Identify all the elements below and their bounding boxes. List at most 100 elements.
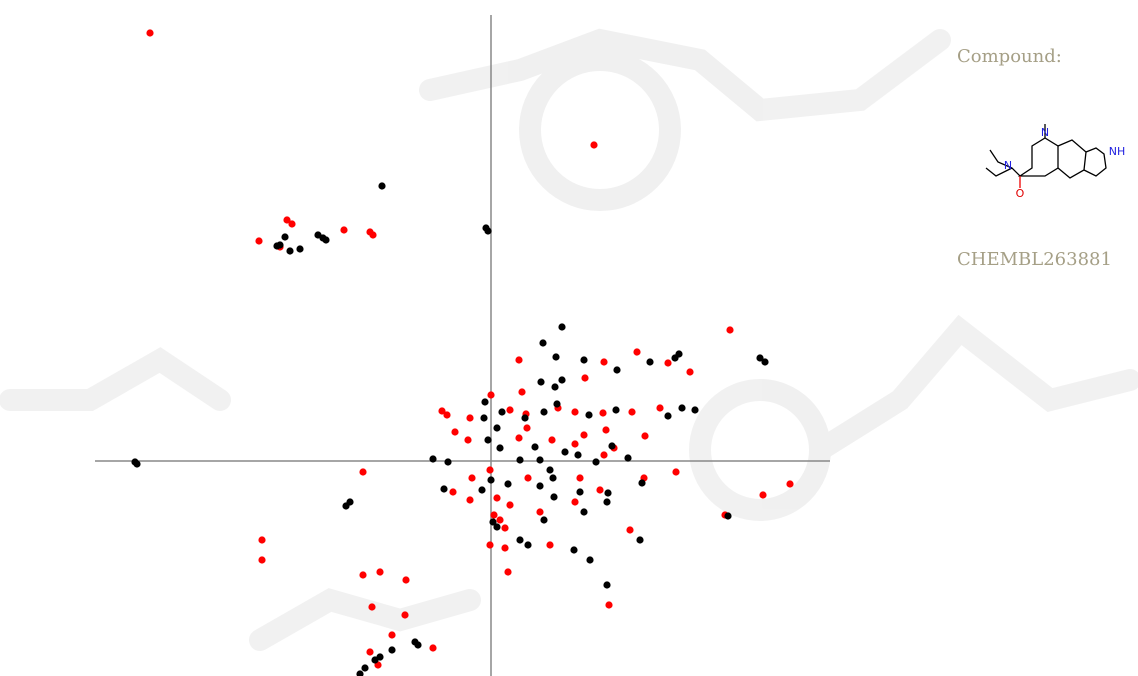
point (487, 476, 494, 483)
point (466, 496, 473, 503)
bond (1058, 140, 1086, 178)
point (449, 488, 456, 495)
point (638, 479, 645, 486)
point (376, 568, 383, 575)
point (724, 512, 731, 519)
point (493, 494, 500, 501)
point (501, 524, 508, 531)
point (600, 358, 607, 365)
point (590, 141, 597, 148)
point (484, 436, 491, 443)
point (553, 400, 560, 407)
bg-bond (820, 330, 1130, 450)
point (540, 408, 547, 415)
point (443, 411, 450, 418)
point (401, 611, 408, 618)
atom-label: N (1041, 126, 1049, 139)
point (759, 491, 766, 498)
point (440, 485, 447, 492)
point (571, 498, 578, 505)
atom-label: O (1016, 187, 1025, 200)
bg-bond (10, 360, 220, 400)
point (258, 536, 265, 543)
point (356, 670, 363, 676)
point (296, 245, 303, 252)
point (691, 406, 698, 413)
point (612, 406, 619, 413)
point (464, 436, 471, 443)
point (286, 247, 293, 254)
point (576, 474, 583, 481)
point (487, 391, 494, 398)
point (726, 326, 733, 333)
point (486, 466, 493, 473)
point (388, 631, 395, 638)
point (605, 601, 612, 608)
point (531, 443, 538, 450)
point (288, 220, 295, 227)
point (686, 368, 693, 375)
point (133, 460, 140, 467)
point (371, 656, 378, 663)
point (484, 227, 491, 234)
point (608, 442, 615, 449)
point (624, 454, 631, 461)
point (468, 474, 475, 481)
point (580, 508, 587, 515)
point (276, 241, 283, 248)
point (558, 323, 565, 330)
point (536, 482, 543, 489)
point (369, 231, 376, 238)
atom-label: N (1004, 159, 1012, 172)
chart: Compound: N N NH O CHEMBL263881 (0, 0, 1138, 676)
point (516, 536, 523, 543)
point (678, 404, 685, 411)
point (322, 236, 329, 243)
point (359, 571, 366, 578)
point (486, 541, 493, 548)
point (603, 581, 610, 588)
point (504, 568, 511, 575)
point (548, 436, 555, 443)
point (480, 414, 487, 421)
point (516, 456, 523, 463)
point (366, 648, 373, 655)
compound-id: CHEMBL263881 (957, 249, 1112, 270)
point (521, 414, 528, 421)
point (444, 458, 451, 465)
point (570, 546, 577, 553)
point (496, 516, 503, 523)
point (576, 488, 583, 495)
point (586, 556, 593, 563)
point (571, 440, 578, 447)
point (664, 412, 671, 419)
point (451, 428, 458, 435)
bond (1084, 148, 1106, 176)
point (493, 424, 500, 431)
point (561, 448, 568, 455)
point (581, 374, 588, 381)
compound-label: Compound: (957, 46, 1062, 67)
point (281, 233, 288, 240)
point (603, 498, 610, 505)
point (646, 358, 653, 365)
point (536, 508, 543, 515)
point (536, 456, 543, 463)
bond (1020, 138, 1058, 176)
point (414, 641, 421, 648)
point (592, 458, 599, 465)
point (551, 383, 558, 390)
point (537, 378, 544, 385)
point (361, 664, 368, 671)
point (571, 408, 578, 415)
point (478, 486, 485, 493)
point (504, 480, 511, 487)
point (672, 468, 679, 475)
point (146, 29, 153, 36)
point (636, 536, 643, 543)
point (552, 353, 559, 360)
point (596, 486, 603, 493)
point (496, 444, 503, 451)
bg-bond (260, 600, 470, 640)
point (675, 350, 682, 357)
